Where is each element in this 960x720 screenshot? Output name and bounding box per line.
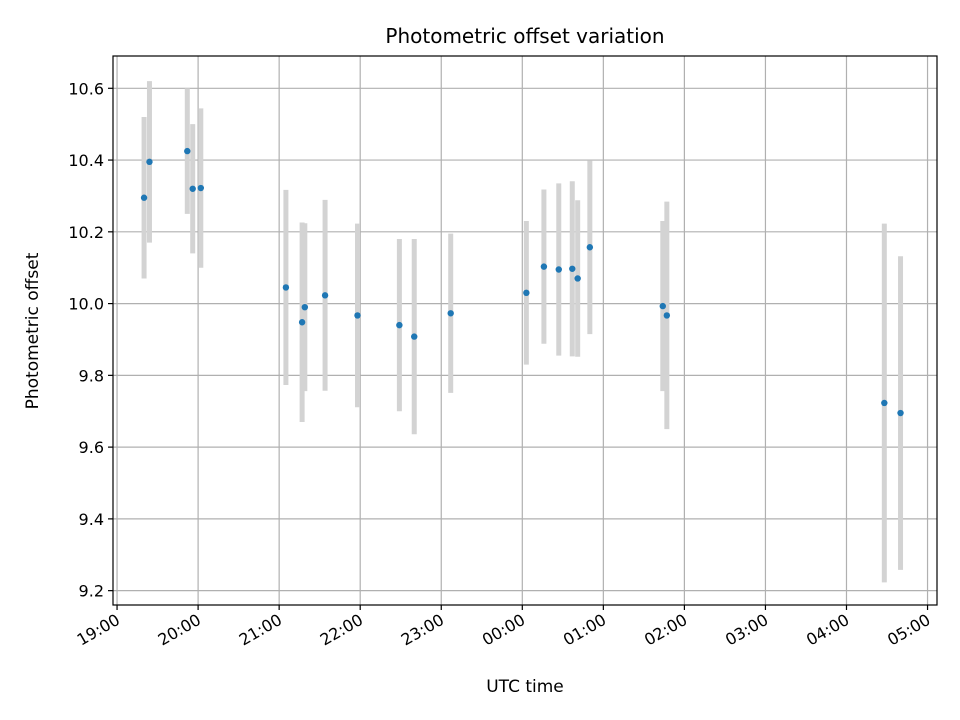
data-point bbox=[146, 158, 153, 166]
data-point bbox=[897, 409, 904, 417]
data-point bbox=[321, 292, 329, 299]
data-point bbox=[586, 244, 594, 251]
data-point bbox=[881, 399, 888, 407]
y-tick-label: 10.0 bbox=[68, 295, 104, 314]
y-tick-label: 9.4 bbox=[79, 510, 104, 529]
y-tick-label: 9.8 bbox=[79, 366, 104, 385]
data-point bbox=[411, 333, 418, 340]
data-point bbox=[354, 312, 361, 319]
data-point bbox=[663, 312, 671, 319]
data-point bbox=[282, 284, 290, 291]
plot-frame bbox=[112, 55, 938, 606]
data-point bbox=[574, 275, 581, 282]
y-tick-label: 9.2 bbox=[79, 582, 104, 601]
data-point bbox=[189, 185, 196, 192]
y-axis-title: Photometric offset bbox=[23, 252, 43, 409]
data-point bbox=[184, 147, 191, 155]
data-point bbox=[447, 310, 454, 317]
y-axis-ticks: 9.2 9.4 9.6 9.8 10.0 10.2 10.4 10.6 bbox=[68, 79, 113, 601]
data-point bbox=[540, 263, 548, 270]
data-point bbox=[555, 266, 562, 273]
data-point bbox=[569, 265, 576, 272]
data-point bbox=[298, 319, 306, 326]
data-point bbox=[396, 321, 403, 329]
y-tick-label: 10.6 bbox=[68, 79, 104, 98]
data-point bbox=[301, 303, 309, 311]
y-tick-label: 10.2 bbox=[68, 223, 104, 242]
x-axis-title: UTC time bbox=[486, 677, 564, 697]
data-point bbox=[523, 289, 530, 297]
data-point bbox=[659, 302, 666, 310]
data-point bbox=[197, 184, 205, 192]
y-tick-label: 10.4 bbox=[68, 151, 104, 170]
y-tick-label: 9.6 bbox=[79, 438, 104, 457]
data-points bbox=[140, 147, 904, 417]
data-point bbox=[140, 194, 148, 201]
chart-title: Photometric offset variation bbox=[385, 24, 664, 48]
